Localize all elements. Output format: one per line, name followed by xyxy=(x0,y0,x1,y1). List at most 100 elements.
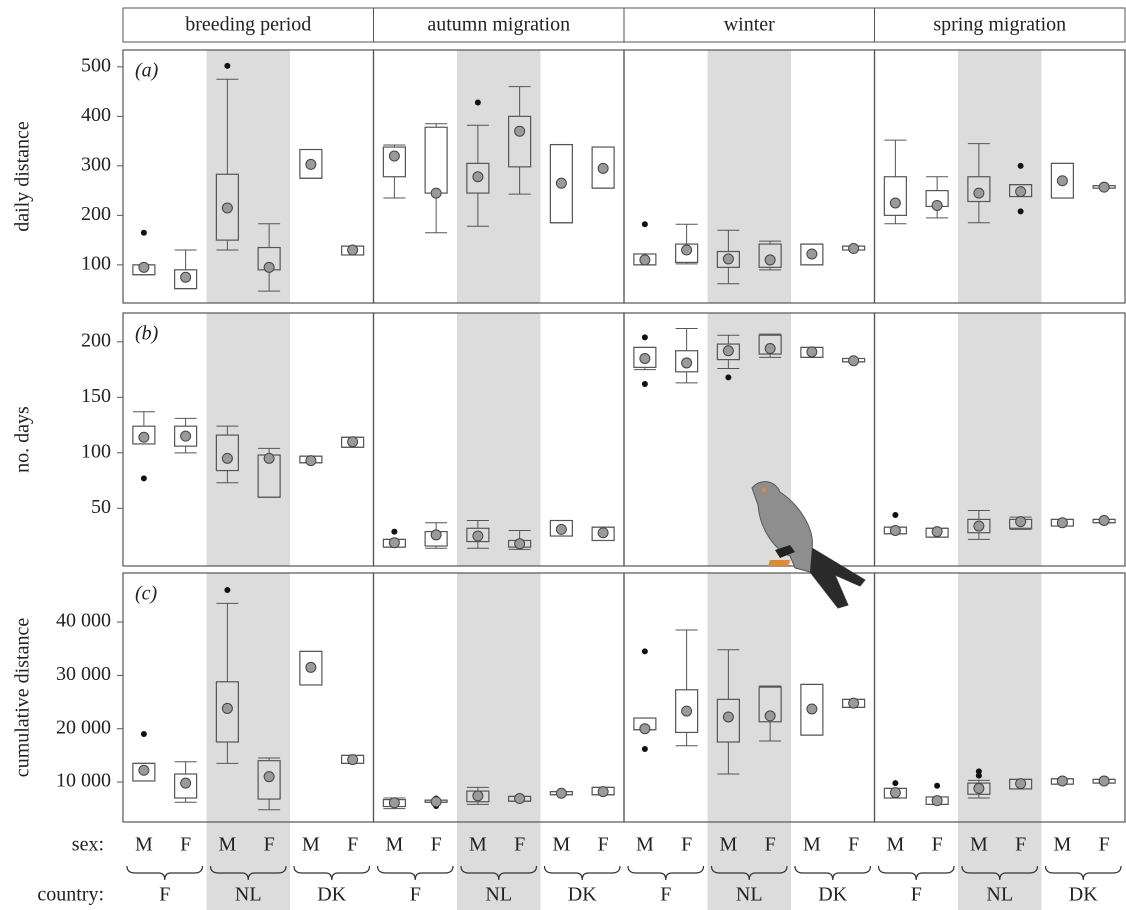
mean-point xyxy=(849,244,859,254)
shade xyxy=(708,573,792,822)
y-tick-label: 300 xyxy=(81,153,111,175)
mean-point xyxy=(890,525,900,535)
mean-point xyxy=(264,262,274,272)
sex-tick-label: M xyxy=(636,834,654,856)
mean-point xyxy=(222,453,232,463)
mean-point xyxy=(556,788,566,798)
figure: breeding periodautumn migrationwinterspr… xyxy=(0,0,1126,910)
country-tick-label: DK xyxy=(568,884,597,906)
sex-tick-label: F xyxy=(932,834,943,856)
panel-tag: (a) xyxy=(135,60,159,82)
outlier xyxy=(725,374,731,380)
mean-point xyxy=(306,456,316,466)
sex-tick-label: M xyxy=(1053,834,1071,856)
mean-point xyxy=(598,528,608,538)
mean-point xyxy=(640,724,650,734)
sex-tick-label: F xyxy=(681,834,692,856)
mean-point xyxy=(682,358,692,368)
strip-label: winter xyxy=(724,14,775,36)
mean-point xyxy=(348,437,358,447)
y-tick-label: 100 xyxy=(81,440,111,462)
y-tick-label: 10 000 xyxy=(56,770,111,792)
shade xyxy=(708,50,792,303)
outlier xyxy=(642,648,648,654)
y-tick-label: 150 xyxy=(81,385,111,407)
mean-point xyxy=(306,159,316,169)
mean-point xyxy=(473,791,483,801)
mean-point xyxy=(1099,776,1109,786)
outlier xyxy=(642,381,648,387)
outlier xyxy=(1018,208,1024,214)
country-tick-label: NL xyxy=(736,884,763,906)
sex-tick-label: F xyxy=(431,834,442,856)
mean-point xyxy=(765,711,775,721)
mean-point xyxy=(348,245,358,255)
mean-point xyxy=(389,538,399,548)
mean-point xyxy=(348,755,358,765)
mean-point xyxy=(932,527,942,537)
mean-point xyxy=(181,272,191,282)
strip-label: spring migration xyxy=(933,14,1066,36)
brace xyxy=(879,866,955,880)
mean-point xyxy=(1057,518,1067,528)
country-tick-label: NL xyxy=(986,884,1013,906)
mean-point xyxy=(264,772,274,782)
mean-point xyxy=(765,255,775,265)
y-axis-title: cumulative distance xyxy=(12,618,34,778)
y-axis-title: daily distance xyxy=(12,121,34,232)
mean-point xyxy=(974,521,984,531)
mean-point xyxy=(723,346,733,356)
mean-point xyxy=(1057,776,1067,786)
mean-point xyxy=(389,151,399,161)
mean-point xyxy=(139,432,149,442)
shade xyxy=(457,573,541,822)
mean-point xyxy=(682,706,692,716)
mean-point xyxy=(723,254,733,264)
sex-tick-label: M xyxy=(886,834,904,856)
outlier xyxy=(892,780,898,786)
mean-point xyxy=(849,698,859,708)
brace xyxy=(1046,866,1122,880)
mean-point xyxy=(515,539,525,549)
outlier xyxy=(391,529,397,535)
country-tick-label: F xyxy=(410,884,421,906)
mean-point xyxy=(807,347,817,357)
mean-point xyxy=(932,796,942,806)
outlier xyxy=(1018,163,1024,169)
mean-point xyxy=(1016,517,1026,527)
box xyxy=(884,177,906,216)
y-tick-label: 50 xyxy=(91,496,111,518)
outlier xyxy=(475,99,481,105)
shade xyxy=(207,50,291,303)
y-tick-label: 500 xyxy=(81,54,111,76)
mean-point xyxy=(306,662,316,672)
mean-point xyxy=(556,178,566,188)
mean-point xyxy=(598,163,608,173)
y-tick-label: 200 xyxy=(81,329,111,351)
mean-point xyxy=(640,353,650,363)
sex-tick-label: M xyxy=(302,834,320,856)
panel-tag: (b) xyxy=(135,323,159,345)
strip-label: autumn migration xyxy=(427,14,570,36)
outlier xyxy=(224,587,230,593)
sex-tick-label: M xyxy=(218,834,236,856)
country-tick-label: NL xyxy=(235,884,262,906)
mean-point xyxy=(139,262,149,272)
mean-point xyxy=(974,783,984,793)
outlier xyxy=(141,230,147,236)
mean-point xyxy=(598,787,608,797)
sex-tick-label: M xyxy=(385,834,403,856)
mean-point xyxy=(515,126,525,136)
shade xyxy=(207,313,291,566)
mean-point xyxy=(807,249,817,259)
brace xyxy=(127,866,203,880)
sex-tick-label: M xyxy=(970,834,988,856)
mean-point xyxy=(765,344,775,354)
sex-tick-label: F xyxy=(264,834,275,856)
mean-point xyxy=(682,245,692,255)
mean-point xyxy=(222,703,232,713)
country-tick-label: DK xyxy=(1069,884,1098,906)
sex-tick-label: M xyxy=(135,834,153,856)
sex-tick-label: F xyxy=(180,834,191,856)
outlier xyxy=(642,746,648,752)
